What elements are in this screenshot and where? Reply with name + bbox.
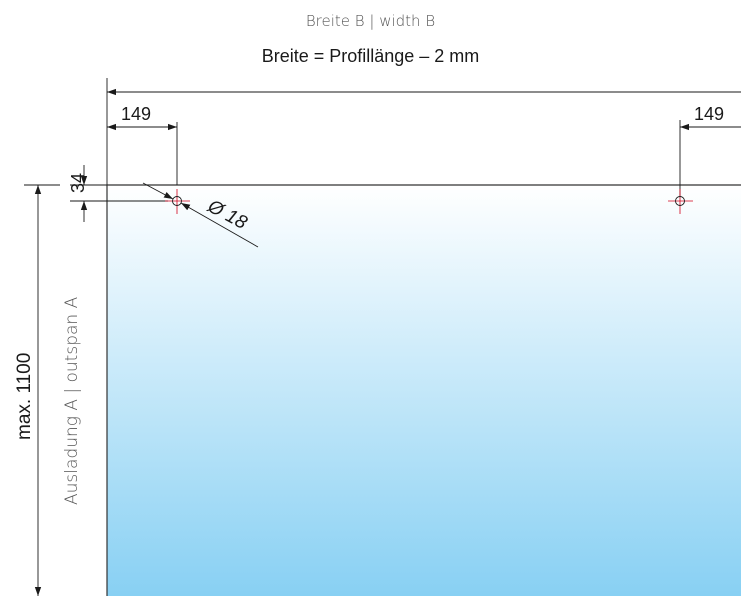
offset-left-label: 149 [121,104,152,124]
width-formula: Breite = Profillänge – 2 mm [261,46,480,66]
hole-left [172,196,182,206]
outspan-label: Ausladung A | outspan A [62,296,82,505]
diagram-title: Breite B | width B [305,12,436,30]
max-outspan-label: max. 1100 [14,352,35,440]
diameter-leader-out [180,202,259,248]
offset-right-label: 149 [694,104,725,124]
awning-panel [107,185,741,596]
hole-depth-label: 34 [68,172,88,193]
hole-right [675,196,685,206]
diameter-leader-in [142,182,174,200]
